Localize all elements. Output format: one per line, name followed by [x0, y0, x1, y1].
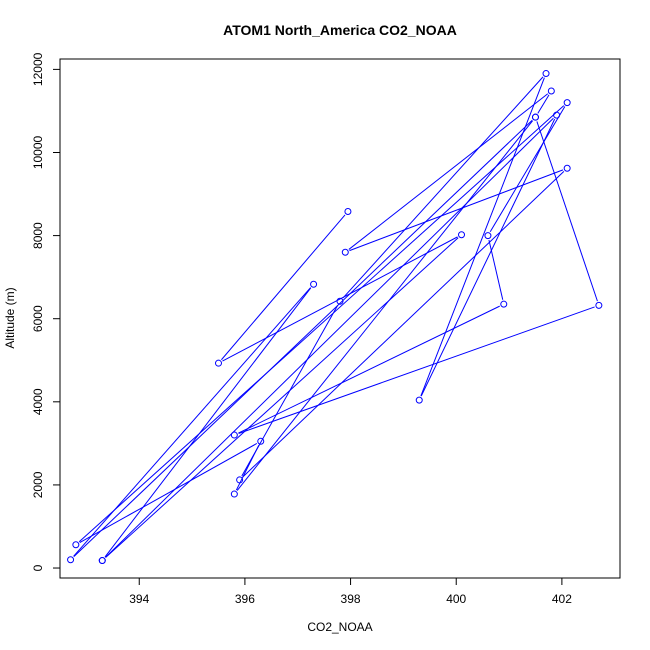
x-tick-label: 398: [341, 592, 361, 606]
data-point: [553, 111, 561, 119]
y-tick-label: 4000: [31, 388, 45, 415]
series-line-segment: [342, 76, 544, 299]
data-point: [547, 87, 555, 95]
x-tick-label: 394: [129, 592, 149, 606]
y-tick-label: 2000: [31, 471, 45, 498]
series-line-segment: [420, 77, 545, 397]
data-point: [98, 557, 106, 565]
x-axis: 394 396 398 400 402: [129, 577, 572, 606]
data-point: [542, 70, 550, 78]
series-line-segment: [536, 121, 598, 302]
y-tick-label: 8000: [31, 222, 45, 249]
y-tick-label: 0: [31, 564, 45, 571]
data-point: [458, 231, 466, 239]
data-point: [531, 113, 539, 121]
series-line-segment: [242, 171, 565, 478]
series-line-segment: [238, 306, 595, 435]
series-line-segment: [105, 237, 459, 558]
series-line-segment: [349, 169, 564, 252]
x-tick-label: 396: [235, 592, 255, 606]
data-point: [257, 437, 265, 445]
data-point: [563, 99, 571, 107]
series-line-segment: [105, 117, 554, 558]
series-line-segment: [79, 443, 258, 543]
series-line-segment: [489, 106, 566, 232]
data-point: [230, 431, 238, 439]
x-tick-label: 400: [446, 592, 466, 606]
series-line-segment: [73, 119, 533, 557]
series-line-segment: [78, 105, 565, 543]
data-point: [67, 556, 75, 564]
data-point: [500, 300, 508, 308]
y-tick-label: 6000: [31, 305, 45, 332]
data-point: [344, 208, 352, 216]
data-point: [214, 359, 222, 367]
data-point: [236, 476, 244, 484]
chart-title: ATOM1 North_America CO2_NOAA: [223, 22, 457, 38]
plot-layer: [67, 70, 603, 565]
data-point: [341, 248, 349, 256]
y-axis-label: Altitude (m): [3, 287, 17, 348]
data-point: [484, 232, 492, 240]
data-point: [310, 280, 318, 288]
y-tick-label: 10000: [31, 135, 45, 169]
data-point: [563, 164, 571, 172]
series-line-segment: [238, 305, 500, 434]
series-line-segment: [222, 236, 458, 362]
series-line-segment: [348, 93, 549, 250]
series-line-segment: [537, 94, 550, 114]
x-tick-label: 402: [552, 592, 572, 606]
data-point: [72, 541, 80, 549]
data-point: [230, 490, 238, 498]
series-line-segment: [221, 214, 346, 361]
x-axis-label: CO2_NOAA: [307, 620, 372, 634]
y-tick-label: 12000: [31, 52, 45, 86]
data-point: [336, 297, 344, 305]
y-axis: 0 2000 4000 6000 8000 10000 12000: [31, 52, 61, 571]
series-line-segment: [420, 118, 556, 397]
data-point: [415, 396, 423, 404]
series-line-segment: [236, 120, 534, 491]
data-point: [595, 301, 603, 309]
